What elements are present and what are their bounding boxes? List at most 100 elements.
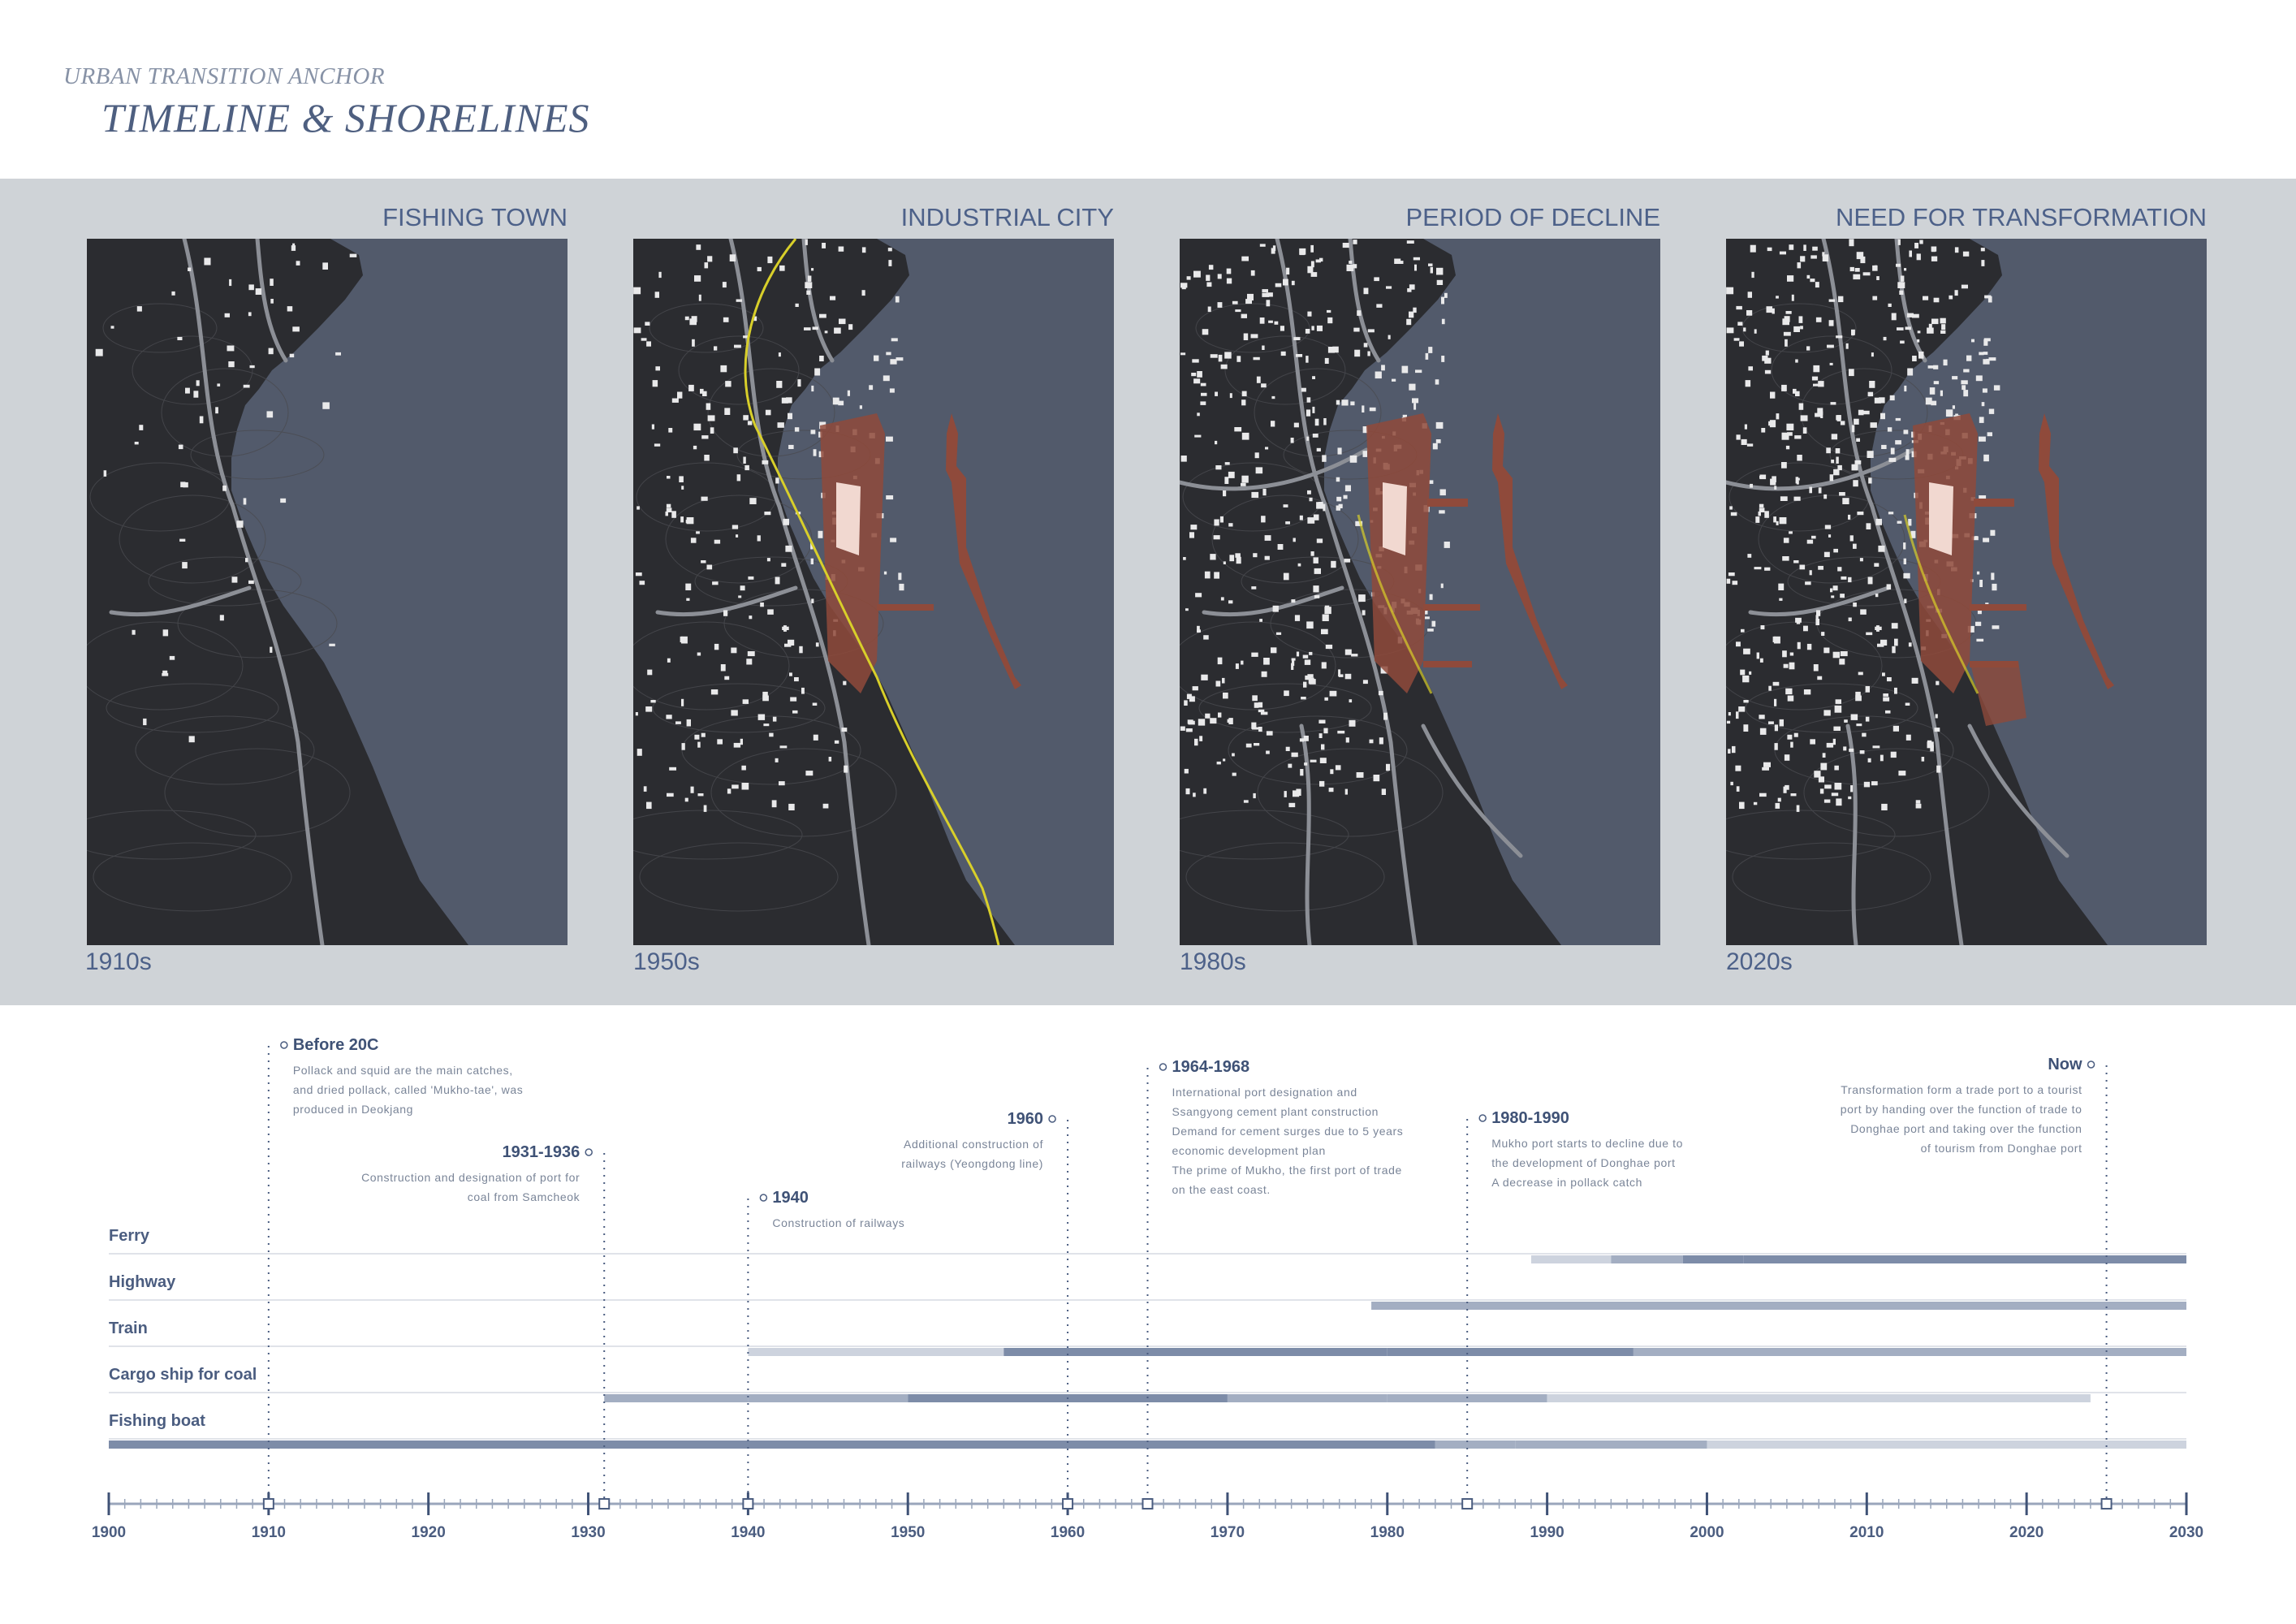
building xyxy=(1381,788,1386,795)
building xyxy=(1311,326,1314,330)
building xyxy=(1310,244,1314,253)
building xyxy=(1961,380,1968,385)
building xyxy=(1850,714,1858,720)
building xyxy=(1875,518,1882,525)
building xyxy=(1814,771,1821,778)
building xyxy=(1329,690,1337,697)
building xyxy=(1195,593,1202,598)
building xyxy=(1201,674,1208,680)
road xyxy=(1845,723,1858,945)
building xyxy=(255,288,262,295)
event-dot xyxy=(1159,1063,1167,1071)
building xyxy=(1728,749,1731,754)
cement-plant xyxy=(1383,482,1407,555)
building xyxy=(1296,354,1303,357)
building xyxy=(681,486,684,490)
mode-bar xyxy=(748,1348,1004,1356)
building xyxy=(1786,423,1794,431)
building xyxy=(215,407,218,414)
building xyxy=(1823,799,1831,803)
building xyxy=(1307,266,1314,274)
building xyxy=(1875,594,1879,598)
event-description: on the east coast. xyxy=(1172,1183,1271,1196)
building xyxy=(1856,723,1862,727)
building xyxy=(812,702,818,706)
building xyxy=(1800,415,1808,421)
building xyxy=(1928,323,1932,331)
mode-bar xyxy=(1435,1440,1516,1449)
building xyxy=(1908,519,1912,526)
building xyxy=(1213,535,1220,540)
building xyxy=(1740,669,1746,676)
building xyxy=(1314,568,1321,574)
building xyxy=(1971,339,1974,343)
building xyxy=(635,572,642,577)
building xyxy=(1831,793,1839,797)
building xyxy=(1726,578,1731,584)
contour-line xyxy=(1758,495,1905,584)
building xyxy=(757,266,762,272)
building xyxy=(1322,614,1329,621)
contour-line xyxy=(93,842,292,912)
building xyxy=(1797,477,1800,481)
building xyxy=(1207,306,1211,313)
building xyxy=(757,535,761,542)
building xyxy=(1883,693,1888,697)
building xyxy=(1241,313,1247,318)
building xyxy=(736,299,743,302)
event-description: railways (Yeongdong line) xyxy=(901,1157,1043,1170)
building xyxy=(812,326,818,330)
building xyxy=(1774,486,1777,490)
mode-bar xyxy=(1515,1440,1707,1449)
building xyxy=(895,296,900,303)
mode-bar xyxy=(1547,1394,2091,1402)
building xyxy=(1975,621,1982,626)
building xyxy=(1206,274,1211,281)
tick-label: 2020 xyxy=(2009,1524,2044,1541)
building xyxy=(749,615,753,620)
building xyxy=(771,800,777,808)
pier xyxy=(1423,604,1480,611)
building xyxy=(679,476,684,482)
building xyxy=(1337,730,1345,734)
building xyxy=(1435,439,1441,443)
building xyxy=(1232,753,1235,757)
building xyxy=(1236,556,1241,564)
tick-label: 1970 xyxy=(1211,1524,1245,1541)
building xyxy=(1773,516,1776,523)
mode-label: Ferry xyxy=(109,1227,150,1245)
building xyxy=(1793,388,1797,394)
building xyxy=(1300,769,1304,776)
building xyxy=(1220,597,1224,601)
building xyxy=(1192,359,1199,363)
building xyxy=(727,788,732,794)
building xyxy=(1349,699,1353,703)
building xyxy=(349,253,357,257)
building xyxy=(1223,692,1228,699)
building xyxy=(188,267,192,271)
building xyxy=(1763,762,1771,767)
building xyxy=(1815,412,1822,417)
building xyxy=(1909,250,1912,257)
building xyxy=(1917,339,1920,343)
building xyxy=(1285,746,1290,751)
building xyxy=(1435,421,1444,429)
building xyxy=(1803,244,1806,251)
event-description: Additional construction of xyxy=(904,1138,1043,1151)
building xyxy=(1800,256,1806,262)
panel-year-1950s: 1950s xyxy=(633,948,700,975)
building xyxy=(697,793,704,797)
building xyxy=(1241,660,1244,665)
building xyxy=(1406,318,1412,326)
contour-line xyxy=(135,715,315,785)
contour-line xyxy=(1745,683,1918,733)
tick-label: 1960 xyxy=(1051,1524,1085,1541)
building xyxy=(1283,504,1288,508)
building xyxy=(1732,745,1736,754)
building xyxy=(1803,625,1808,632)
building xyxy=(1254,702,1259,708)
building xyxy=(1895,440,1901,445)
building xyxy=(1883,336,1887,341)
building xyxy=(1805,581,1811,585)
building xyxy=(1186,693,1192,699)
